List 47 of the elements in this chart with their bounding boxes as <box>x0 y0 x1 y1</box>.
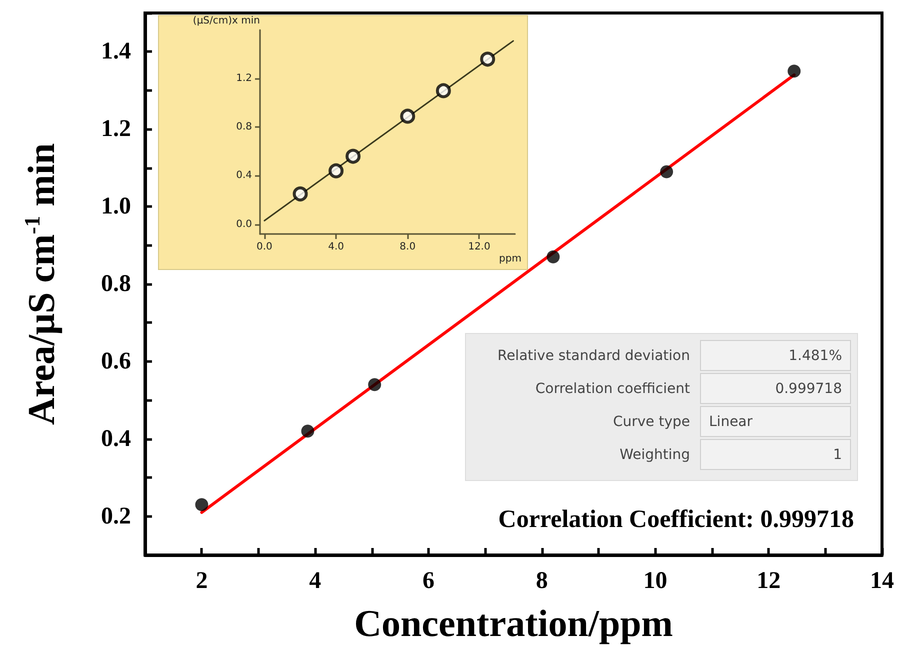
y-tick-label: 1.2 <box>101 116 131 142</box>
annotation: Weighting <box>618 446 691 464</box>
y-tick-label: 0.0 <box>236 218 252 230</box>
x-tick-label: 12.0 <box>468 242 490 252</box>
x-tick-label: 8 <box>536 568 548 594</box>
point <box>368 378 382 392</box>
point <box>400 108 416 124</box>
point <box>195 498 208 512</box>
x-tick-label: 4.0 <box>328 242 344 252</box>
x-axis-title: ppm <box>499 254 522 264</box>
point <box>328 163 344 178</box>
x-tick-label: 8.0 <box>400 242 416 252</box>
x-tick-label: 0.0 <box>256 242 272 252</box>
y-tick-label: 0.4 <box>236 170 252 182</box>
table-cell: 0.999718 <box>700 373 851 404</box>
point <box>292 186 308 202</box>
table-cell: 1 <box>700 439 851 470</box>
point <box>660 165 674 178</box>
point <box>546 250 560 264</box>
point <box>301 424 314 438</box>
annotation: Correlation Coefficient: 0.999718 <box>498 506 854 534</box>
x-tick-label: 6 <box>422 568 434 594</box>
x-tick-label: 2 <box>196 568 208 594</box>
x-tick-label: 14 <box>870 568 894 594</box>
point <box>346 148 361 164</box>
point <box>788 64 801 78</box>
y-tick-label: 0.6 <box>101 348 131 374</box>
annotation: Curve type <box>612 412 691 432</box>
annotation: Correlation coefficient <box>534 380 691 398</box>
y-tick-label: 1.2 <box>236 73 252 84</box>
y-tick-label: 0.8 <box>236 122 252 133</box>
y-tick-label: 1.0 <box>101 194 131 220</box>
table-cell: 1.481% <box>700 340 851 371</box>
y-tick-label: 0.2 <box>101 503 131 530</box>
point <box>436 83 451 98</box>
y-tick-label: 0.4 <box>101 426 131 452</box>
y-tick-label: 0.8 <box>101 271 131 297</box>
y-axis-title: Area/μS cm-1 min <box>20 143 63 425</box>
table-cell: Linear <box>700 406 851 437</box>
x-tick-label: 4 <box>309 568 322 594</box>
annotation: Relative standard deviation <box>496 346 691 366</box>
x-tick-label: 10 <box>643 568 668 594</box>
y-axis-title: (μS/cm)x min <box>192 16 260 26</box>
y-tick-label: 1.4 <box>101 38 131 65</box>
x-axis-title: Concentration/ppm <box>354 603 673 645</box>
point <box>480 52 496 67</box>
x-tick-label: 12 <box>756 568 781 594</box>
